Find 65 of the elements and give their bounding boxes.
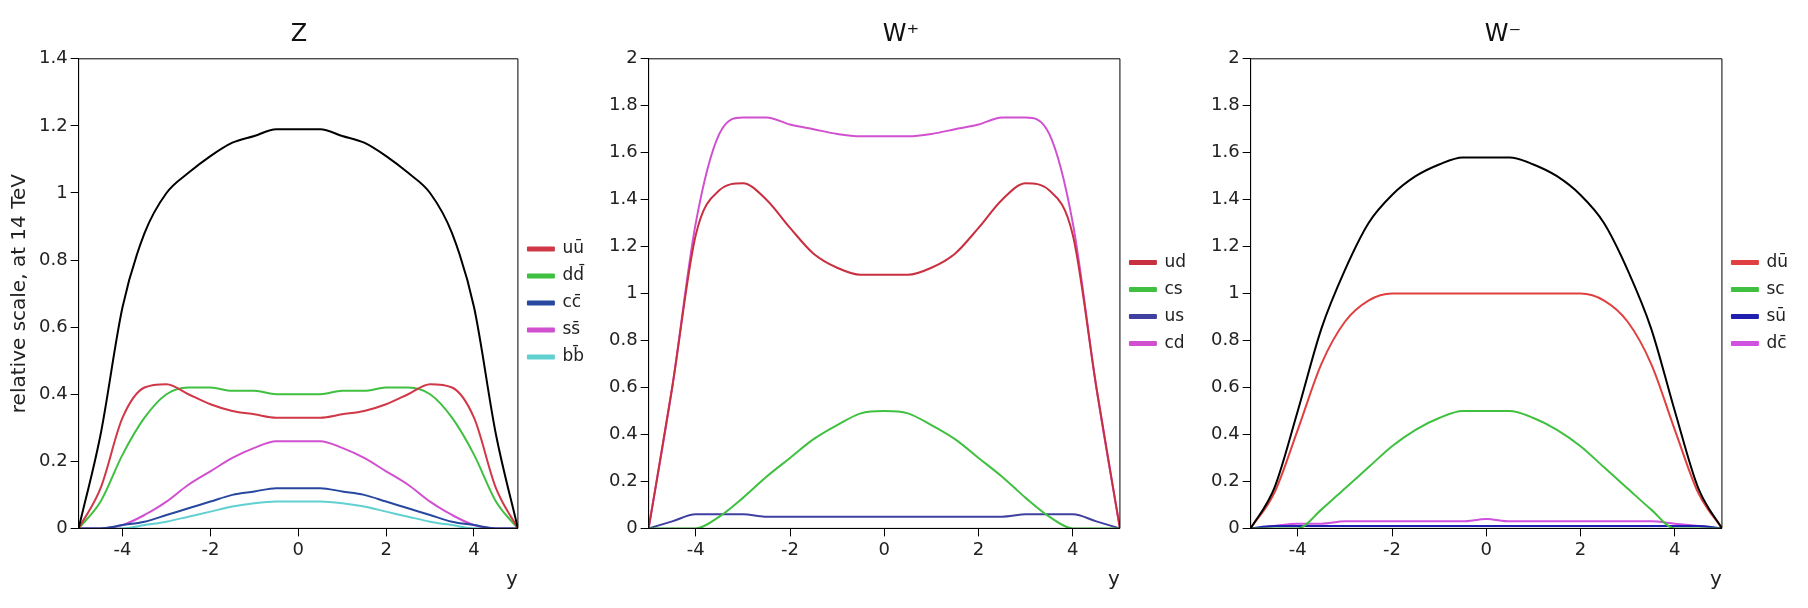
legend-label: cs [1164,277,1183,298]
y-tick-label: 0.2 [608,469,638,491]
y-axis-title: relative scale, at 14 TeV [6,173,31,414]
legend-label: dc̄ [1766,331,1787,352]
chart-title: W⁺ [882,18,920,47]
x-axis-title: y [1710,566,1723,591]
y-tick-label: 0.2 [38,448,68,470]
y-tick-label: 0.4 [608,422,638,444]
y-tick-label: 0.6 [608,375,638,397]
y-tick-label: 0 [1228,516,1240,538]
x-tick-label: -4 [1288,537,1307,559]
x-tick-label: 4 [1067,537,1079,559]
y-tick-label: 1.4 [608,187,638,209]
y-tick-label: 0 [56,516,68,538]
y-tick-label: 0.8 [1210,328,1240,350]
x-tick-label: -2 [781,537,799,559]
y-tick-label: 2 [1228,46,1240,68]
x-axis-title: y [506,566,519,591]
x-tick-label: 2 [972,537,985,559]
y-tick-label: 0.4 [38,381,68,403]
x-axis-title: y [1108,566,1121,591]
x-tick-label: 0 [292,537,304,559]
legend-label: ud [1164,250,1187,271]
legend-label: dū [1766,250,1789,271]
x-tick-label: -4 [113,537,132,559]
x-tick-label: 4 [468,537,480,559]
y-tick-label: 0.8 [608,328,638,350]
y-tick-label: 1.6 [608,140,638,162]
y-tick-label: 0.6 [38,314,68,336]
y-tick-label: 0.8 [38,247,68,269]
x-tick-label: -4 [686,537,705,559]
chart-title: Z [290,18,308,47]
y-tick-label: 1 [56,180,68,202]
legend-label: sū [1766,304,1787,325]
y-tick-label: 1.6 [1210,140,1240,162]
x-tick-label: 4 [1669,537,1681,559]
legend-label: cc̄ [562,291,582,312]
legend-label: cd [1164,331,1185,352]
y-tick-label: 1.4 [38,46,68,68]
y-tick-label: 0.2 [1210,469,1240,491]
x-tick-label: 2 [380,537,392,559]
x-tick-label: -2 [1383,537,1401,559]
legend-label: sc [1766,277,1785,298]
x-tick-label: 2 [1574,537,1587,559]
y-tick-label: 0.4 [1210,422,1240,444]
y-tick-label: 1 [1228,281,1240,303]
chart-title: W⁻ [1484,18,1522,47]
y-tick-label: 0 [626,516,638,538]
y-tick-label: 1.8 [608,93,638,115]
legend-label: ss̄ [562,318,581,339]
legend-label: dd̄ [562,263,585,285]
x-tick-label: -2 [201,537,220,559]
x-tick-label: 0 [878,537,891,559]
y-tick-label: 1.2 [38,113,68,135]
legend-label: us [1164,304,1185,325]
legend-label: bb̄ [562,344,585,366]
y-tick-label: 1.8 [1210,93,1240,115]
y-tick-label: 0.6 [1210,375,1240,397]
y-tick-label: 1.2 [608,234,638,256]
x-tick-label: 0 [1480,537,1493,559]
y-tick-label: 1.2 [1210,234,1240,256]
y-tick-label: 1.4 [1210,187,1240,209]
y-tick-label: 2 [626,46,638,68]
y-tick-label: 1 [626,281,638,303]
legend-label: uū [562,237,584,258]
